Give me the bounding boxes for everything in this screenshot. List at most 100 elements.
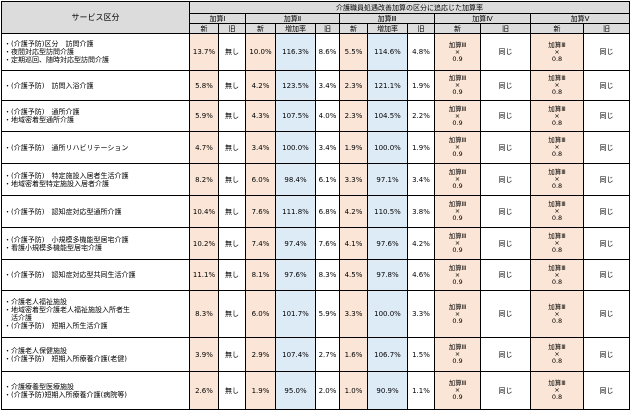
formula-bot: 0.9	[452, 150, 463, 158]
group-kasan-4: 加算Ⅳ	[434, 13, 531, 24]
service-name-line: ・(介護予防) 通所介護	[4, 108, 80, 116]
kasan3-new-rate: 4.1%	[339, 227, 368, 260]
kasan2-old-rate: 3.4%	[315, 70, 340, 101]
kasan1-old-rate: 無し	[218, 131, 246, 164]
kasan1-new-rate: 2.6%	[189, 371, 219, 410]
service-name-line: ・地域密着型特定施設入居者介護	[4, 179, 109, 188]
kasan3-new-rate: 3.3%	[339, 163, 368, 196]
kasan5-old-same: 同じ	[583, 131, 630, 164]
kasan5-new-formula: 加算Ⅲ × 0.8	[530, 163, 584, 196]
service-name-line: ・(介護予防) 短期入所療養介護(老健)	[4, 354, 127, 363]
service-name-cell: ・(介護予防) 認知症対応型共同生活介護	[1, 259, 190, 291]
service-name-line: ・(介護予防) 認知症対応型共同生活介護	[4, 271, 136, 279]
kasan2-new-rate: 6.0%	[245, 163, 276, 196]
kasan4-old-same: 同じ	[480, 290, 531, 338]
service-name-line: 活介護	[4, 314, 32, 322]
kasan2-old-rate: 6.1%	[315, 163, 340, 196]
formula-bot: 0.8	[551, 118, 563, 127]
kasan3-old-rate: 1.9%	[407, 70, 435, 101]
service-name-cell: ・(介護予防) 小規模多機能型居宅介護 ・看護小規模多機能型居宅介護	[1, 227, 190, 260]
sub-new: 新	[189, 23, 219, 34]
service-name-line: ・介護老人保健施設	[4, 346, 67, 355]
kasan1-new-rate: 5.9%	[189, 100, 219, 132]
kasan2-increase-rate: 107.4%	[275, 337, 316, 372]
formula-mid: ×	[454, 386, 461, 394]
kasan1-old-rate: 無し	[218, 259, 246, 291]
formula-mid: ×	[454, 309, 461, 318]
kasan3-old-rate: 3.4%	[407, 163, 435, 196]
service-name-cell: ・(介護予防) 訪問入浴介護	[1, 70, 190, 101]
table-row: ・(介護予防) 認知症対応型共同生活介護 11.1% 無し 8.1% 97.6% 8.3%…	[1, 259, 630, 291]
formula-bot: 0.8	[551, 214, 563, 222]
kasan5-new-formula: 加算Ⅲ × 0.8	[530, 227, 584, 260]
formula-bot: 0.9	[452, 118, 463, 127]
kasan5-new-formula: 加算Ⅲ × 0.8	[530, 70, 584, 101]
formula-top: 加算Ⅲ	[548, 168, 566, 176]
kasan5-old-same: 同じ	[583, 337, 630, 372]
kasan4-new-formula: 加算Ⅲ × 0.9	[434, 227, 481, 260]
sub-new: 新	[245, 23, 276, 34]
formula-top: 加算Ⅲ	[548, 40, 566, 49]
kasan2-increase-rate: 123.5%	[275, 70, 316, 101]
formula-bot: 0.9	[452, 277, 463, 286]
kasan2-new-rate: 8.1%	[245, 259, 276, 291]
service-name-cell: ・(介護予防) 特定施設入居者生活介護 ・地域密着型特定施設入居者介護	[1, 163, 190, 196]
formula-mid: ×	[454, 175, 461, 183]
kasan2-increase-rate: 100.0%	[275, 131, 316, 164]
service-name-line: ・(介護予防) 小規模多機能型居宅介護	[4, 235, 129, 244]
formula-top: 加算Ⅲ	[448, 168, 467, 176]
table-row: ・(介護予防) 認知症対応型通所介護 10.4% 無し 7.6% 111.8% 6.8% 4…	[1, 195, 630, 228]
service-name-line: ・地域密着型介護老人福祉施設入所者生	[4, 306, 130, 314]
service-name-line: ・地域密着型通所介護	[4, 116, 74, 124]
formula-top: 加算Ⅲ	[448, 40, 467, 49]
formula-top: 加算Ⅲ	[548, 379, 566, 387]
kasan1-old-rate: 無し	[218, 100, 246, 132]
formula-bot: 0.8	[551, 393, 563, 401]
kasan2-old-rate: 3.4%	[315, 131, 340, 164]
kasan3-increase-rate: 97.1%	[367, 163, 408, 196]
service-name-cell: ・(介護予防) 認知症対応型通所介護	[1, 195, 190, 228]
formula-mid: ×	[554, 270, 560, 279]
formula-top: 加算Ⅲ	[448, 379, 467, 387]
kasan4-old-same: 同じ	[480, 371, 531, 410]
kasan2-old-rate: 4.0%	[315, 100, 340, 132]
formula-bot: 0.8	[551, 88, 563, 96]
formula-bot: 0.9	[452, 88, 463, 96]
formula-mid: ×	[554, 207, 560, 215]
kasan3-old-rate: 3.8%	[407, 195, 435, 228]
kasan4-new-formula: 加算Ⅲ × 0.9	[434, 290, 481, 338]
kasan4-new-formula: 加算Ⅲ × 0.9	[434, 195, 481, 228]
kasan2-new-rate: 4.3%	[245, 100, 276, 132]
kasan5-old-same: 同じ	[583, 227, 630, 260]
kasan5-new-formula: 加算Ⅲ × 0.8	[530, 290, 584, 338]
service-name-line: ・介護老人福祉施設	[4, 298, 67, 306]
sub-old: 旧	[315, 23, 340, 34]
kasan3-old-rate: 3.3%	[407, 290, 435, 338]
kasan2-old-rate: 6.8%	[315, 195, 340, 228]
formula-mid: ×	[454, 111, 461, 120]
kasan2-new-rate: 7.6%	[245, 195, 276, 228]
formula-mid: ×	[454, 143, 461, 151]
group-kasan-3: 加算Ⅲ	[339, 13, 435, 24]
kasan2-increase-rate: 95.0%	[275, 371, 316, 410]
formula-bot: 0.8	[551, 357, 563, 365]
formula-mid: ×	[454, 350, 461, 358]
formula-top: 加算Ⅲ	[448, 74, 467, 82]
kasan1-old-rate: 無し	[218, 290, 246, 338]
kasan5-old-same: 同じ	[583, 290, 630, 338]
kasan5-new-formula: 加算Ⅲ × 0.8	[530, 33, 584, 71]
kasan1-old-rate: 無し	[218, 195, 246, 228]
sub-new: 新	[530, 23, 584, 34]
formula-top: 加算Ⅲ	[448, 263, 467, 272]
service-name-cell: ・介護老人福祉施設 ・地域密着型介護老人福祉施設入所者生 活介護 ・(介護予防) 短…	[1, 290, 190, 338]
service-name-line: ・(介護予防) 通所リハビリテーション	[4, 143, 129, 152]
service-name-line: ・(介護予防)区分 訪問介護	[4, 40, 94, 48]
kasan2-increase-rate: 97.6%	[275, 259, 316, 291]
group-kasan-1: 加算Ⅰ	[189, 13, 246, 24]
kasan4-old-same: 同じ	[480, 70, 531, 101]
kasan3-increase-rate: 106.7%	[367, 337, 408, 372]
kasan5-old-same: 同じ	[583, 371, 630, 410]
kasan4-new-formula: 加算Ⅲ × 0.9	[434, 259, 481, 291]
formula-mid: ×	[454, 81, 461, 89]
formula-bot: 0.8	[551, 150, 563, 158]
